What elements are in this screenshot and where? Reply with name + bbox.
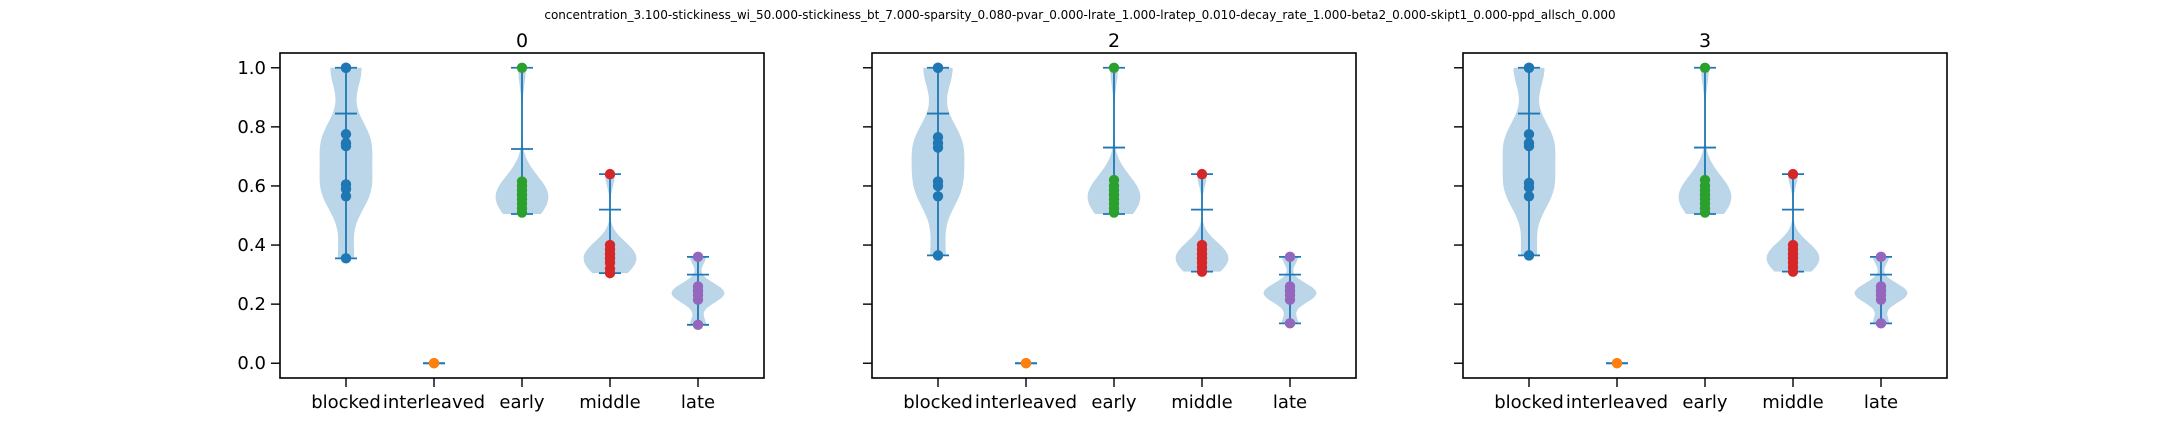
subplot-title: 3 bbox=[1699, 30, 1711, 52]
data-point bbox=[516, 207, 528, 218]
y-tick-label: 0.0 bbox=[237, 353, 266, 374]
data-point bbox=[1523, 62, 1535, 73]
subplot-title: 2 bbox=[1108, 30, 1120, 52]
data-point bbox=[604, 267, 616, 279]
violin-middle bbox=[583, 168, 637, 279]
x-tick-label: interleaved bbox=[1566, 392, 1668, 413]
x-tick-label: early bbox=[499, 392, 545, 413]
data-point bbox=[1284, 318, 1296, 329]
data-point bbox=[1787, 168, 1799, 180]
violin-interleaved bbox=[1015, 358, 1037, 369]
data-point bbox=[932, 191, 944, 202]
data-point bbox=[1196, 266, 1208, 277]
y-tick-label: 0.2 bbox=[237, 294, 266, 315]
subplot-3: blocked interleaved early middle late 3 bbox=[1454, 30, 1948, 413]
data-point bbox=[1523, 140, 1535, 152]
y-tick-label: 0.6 bbox=[237, 176, 266, 197]
data-point bbox=[1523, 250, 1535, 261]
data-point bbox=[932, 250, 944, 261]
y-tick-label: 0.8 bbox=[237, 117, 266, 138]
x-tick-label: interleaved bbox=[383, 392, 485, 413]
x-tick-label: late bbox=[1273, 392, 1307, 413]
violin-middle bbox=[1175, 168, 1229, 277]
data-point bbox=[1523, 129, 1535, 140]
violin-late bbox=[1854, 251, 1908, 329]
x-tick-label: early bbox=[1091, 392, 1137, 413]
data-point bbox=[1020, 358, 1032, 369]
x-tick-label: blocked bbox=[903, 392, 973, 413]
violin-late bbox=[671, 251, 725, 331]
data-point bbox=[932, 180, 944, 192]
figure-suptitle: concentration_3.100-stickiness_wi_50.000… bbox=[544, 8, 1615, 22]
data-point bbox=[932, 142, 944, 153]
data-point bbox=[1108, 62, 1120, 73]
x-tick-label: interleaved bbox=[975, 392, 1077, 413]
x-tick-label: late bbox=[681, 392, 715, 413]
violin-early bbox=[495, 62, 549, 218]
axes-frame bbox=[1462, 52, 1948, 379]
data-point bbox=[692, 319, 704, 331]
axes-frame bbox=[279, 52, 765, 379]
data-point bbox=[932, 62, 944, 73]
x-tick-label: middle bbox=[1171, 392, 1232, 413]
violin-interleaved bbox=[1606, 358, 1628, 369]
data-point bbox=[428, 358, 440, 369]
data-point bbox=[1284, 294, 1296, 305]
violin-early bbox=[1087, 62, 1141, 218]
data-point bbox=[1875, 251, 1887, 263]
x-tick-label: middle bbox=[579, 392, 640, 413]
data-point bbox=[604, 168, 616, 180]
data-point bbox=[1699, 62, 1711, 73]
violin-blocked bbox=[1502, 62, 1556, 261]
x-tick-label: blocked bbox=[1494, 392, 1564, 413]
data-point bbox=[1611, 358, 1623, 369]
subplot-2: blocked interleaved early middle late 2 bbox=[863, 30, 1357, 413]
data-point bbox=[692, 251, 704, 263]
data-point bbox=[340, 62, 352, 73]
data-point bbox=[1196, 168, 1208, 180]
x-tick-label: early bbox=[1682, 392, 1728, 413]
violin-late bbox=[1263, 251, 1317, 329]
data-point bbox=[340, 253, 352, 264]
axes-frame bbox=[871, 52, 1357, 379]
data-point bbox=[1699, 207, 1711, 218]
violin-early bbox=[1678, 62, 1732, 218]
data-point bbox=[1284, 251, 1296, 263]
x-tick-label: middle bbox=[1762, 392, 1823, 413]
y-tick-label: 0.4 bbox=[237, 235, 266, 256]
subplot-title: 0 bbox=[516, 30, 528, 52]
subplot-0: 0.0 0.2 0.4 0.6 0.8 1.0 blocked interleaved earl… bbox=[237, 30, 765, 413]
violin-blocked bbox=[319, 62, 373, 264]
violin-interleaved bbox=[423, 358, 445, 369]
data-point bbox=[692, 294, 704, 305]
y-tick-label: 1.0 bbox=[237, 58, 266, 79]
data-point bbox=[1523, 182, 1535, 193]
data-point bbox=[1108, 207, 1120, 218]
data-point bbox=[340, 183, 352, 195]
violin-blocked bbox=[911, 62, 965, 261]
data-point bbox=[1523, 191, 1535, 202]
data-point bbox=[1787, 266, 1799, 277]
x-tick-label: late bbox=[1864, 392, 1898, 413]
violin-middle bbox=[1766, 168, 1820, 277]
data-point bbox=[340, 191, 352, 202]
x-tick-label: blocked bbox=[311, 392, 381, 413]
data-point bbox=[516, 62, 528, 73]
data-point bbox=[1875, 318, 1887, 329]
data-point bbox=[340, 140, 352, 152]
data-point bbox=[1875, 294, 1887, 305]
data-point bbox=[340, 129, 352, 140]
